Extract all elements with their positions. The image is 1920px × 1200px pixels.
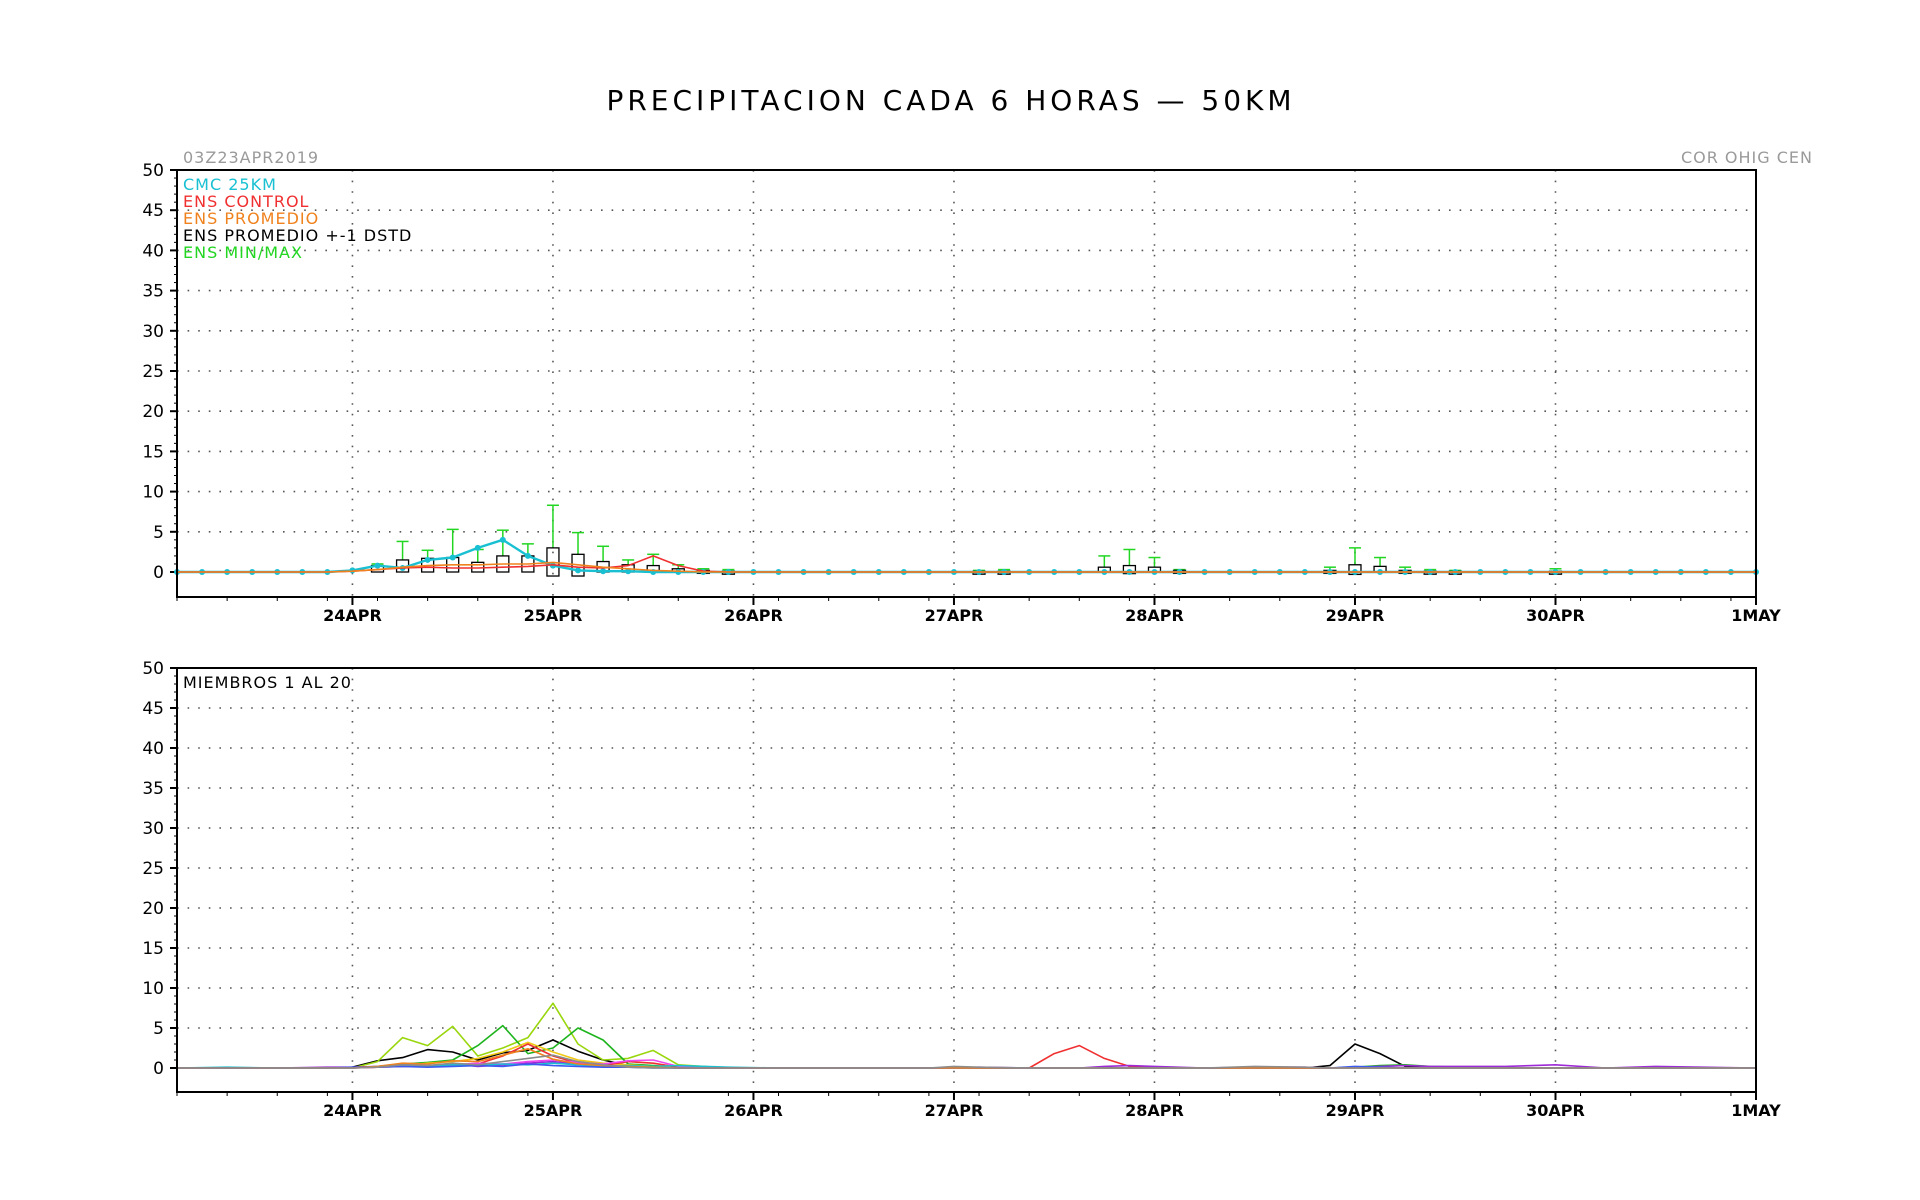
- x-tick-label: 1MAY: [1731, 1101, 1781, 1120]
- panel-annotation: MIEMBROS 1 AL 20: [183, 673, 352, 692]
- x-tick-label: 27APR: [925, 606, 984, 625]
- y-tick-label: 35: [142, 779, 164, 799]
- y-tick-label: 15: [142, 442, 164, 462]
- dstd-box: [546, 547, 560, 577]
- y-tick-label: 25: [142, 859, 164, 879]
- x-tick-label: 29APR: [1326, 1101, 1385, 1120]
- y-tick-label: 25: [142, 362, 164, 382]
- y-tick-label: 15: [142, 939, 164, 959]
- series-line: [177, 1002, 1756, 1069]
- series-point: [600, 568, 607, 575]
- panel-ensemble-summary: 0 5 10 15 20 25 30 35 40 45 50 24APR 25APR 26APR 27APR…: [142, 161, 1781, 625]
- x-tick-label: 26APR: [724, 1101, 783, 1120]
- y-tick-label: 45: [142, 201, 164, 221]
- y-tick-label: 35: [142, 282, 164, 302]
- y-tick-label: 10: [142, 979, 164, 999]
- center-label: COR OHIG CEN: [1681, 148, 1813, 167]
- y-tick-label: 0: [153, 1059, 164, 1079]
- x-tick-label: 24APR: [323, 606, 382, 625]
- y-tick-label: 5: [153, 1019, 164, 1039]
- x-tick-label: 24APR: [323, 1101, 382, 1120]
- x-tick-label: 25APR: [524, 1101, 583, 1120]
- chart-title: PRECIPITACION CADA 6 HORAS — 50KM: [606, 84, 1295, 117]
- y-tick-label: 50: [142, 161, 164, 181]
- y-tick-label: 50: [142, 659, 164, 679]
- legend-entry: ENS PROMEDIO +-1 DSTD: [183, 226, 412, 245]
- y-tick-label: 30: [142, 819, 164, 839]
- x-tick-label: 25APR: [524, 606, 583, 625]
- y-tick-label: 0: [153, 563, 164, 583]
- legend-entry: CMC 25KM: [183, 175, 277, 194]
- legend-entry: ENS MIN/MAX: [183, 243, 303, 262]
- plot-frame: [176, 169, 1757, 598]
- series-point: [575, 567, 582, 574]
- y-tick-label: 20: [142, 899, 164, 919]
- x-tick-label: 28APR: [1125, 1101, 1184, 1120]
- series-point: [474, 544, 481, 551]
- x-tick-label: 26APR: [724, 606, 783, 625]
- y-tick-label: 20: [142, 402, 164, 422]
- series-point: [424, 556, 431, 563]
- plot-frame: [176, 667, 1757, 1093]
- legend-entry: ENS CONTROL: [183, 192, 309, 211]
- series-point: [524, 552, 531, 559]
- series-line: [177, 1054, 1756, 1069]
- x-tick-label: 30APR: [1526, 606, 1585, 625]
- y-tick-label: 10: [142, 483, 164, 503]
- x-tick-label: 1MAY: [1731, 606, 1781, 625]
- series-point: [374, 562, 381, 569]
- x-tick-label: 27APR: [925, 1101, 984, 1120]
- series-point: [449, 554, 456, 561]
- y-tick-label: 40: [142, 739, 164, 759]
- series-line: [177, 561, 1756, 573]
- legend-entry: ENS PROMEDIO: [183, 209, 319, 228]
- series-point: [499, 536, 506, 543]
- y-tick-label: 45: [142, 699, 164, 719]
- y-tick-label: 40: [142, 241, 164, 261]
- x-tick-label: 29APR: [1326, 606, 1385, 625]
- x-tick-label: 28APR: [1125, 606, 1184, 625]
- y-tick-label: 5: [153, 523, 164, 543]
- series-line: [177, 1024, 1756, 1069]
- x-tick-label: 30APR: [1526, 1101, 1585, 1120]
- y-tick-label: 30: [142, 322, 164, 342]
- run-label: 03Z23APR2019: [183, 148, 319, 167]
- panel-members: 0 5 10 15 20 25 30 35 40 45 50 24APR 25APR 26APR 27APR…: [142, 659, 1781, 1120]
